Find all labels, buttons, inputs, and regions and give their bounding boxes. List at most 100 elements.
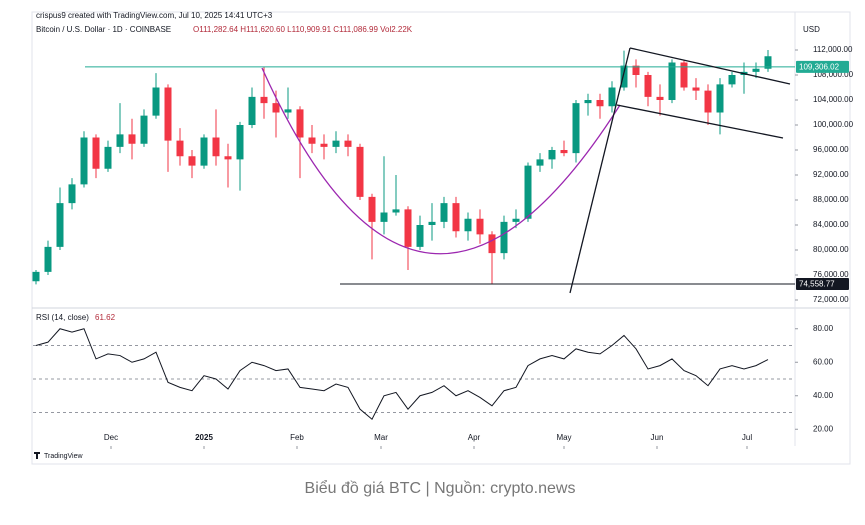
y-tick-label: 96,000.00 [813,145,849,154]
candle-body [500,221,508,254]
candle-body [332,140,340,147]
candle-body [416,225,424,247]
author: crispus9 created with TradingView.com, J… [36,11,273,20]
candle-body [656,96,664,100]
y-tick-label: 108,000.00 [813,70,854,79]
candle-body [56,203,64,247]
candle-body [596,100,604,107]
candle-body [452,203,460,232]
price-label-bg [796,278,849,291]
candle-body [368,196,376,222]
candle-body [272,103,280,113]
y-tick-label: 84,000.00 [813,220,849,229]
candle-body [284,109,292,113]
frame [31,11,851,465]
candle-body [236,125,244,160]
cup-curve [261,67,621,255]
candle-body [512,218,520,222]
candle-body [632,65,640,75]
x-tick-label: May [556,433,571,442]
rsi-title: RSI (14, close) [36,313,89,322]
price-label-bg [796,60,849,73]
symbol: Bitcoin / U.S. Dollar · 1D · COINBASE [36,25,171,34]
candle-body [704,90,712,113]
caption: Biểu đồ giá BTC | Nguồn: crypto.news [305,479,576,497]
candle-body [584,100,592,104]
candle-body [224,156,232,160]
candle-body [428,221,436,225]
rsi-value: 61.62 [95,313,116,322]
candle-body [188,156,196,166]
y-tick-label: 40.00 [813,391,834,400]
y-tick-label: 60.00 [813,357,834,366]
y-tick-label: 80.00 [813,324,834,333]
candle-body [680,62,688,88]
candle-body [392,209,400,213]
candle-body [668,62,676,100]
ohlc: O111,282.64 H111,620.60 L110,909.91 C111… [193,25,413,34]
candle-body [32,271,40,282]
candle-body [344,140,352,147]
y-tick-label: 88,000.00 [813,195,849,204]
y-tick-label: 92,000.00 [813,170,849,179]
x-tick-label: Dec [104,433,118,442]
trend-line [569,47,631,294]
candle-body [548,150,556,160]
x-tick-label: Mar [374,433,388,442]
y-tick-label: 104,000.00 [813,95,854,104]
price-label: 109,306.02 [799,62,840,71]
candle-body [320,143,328,147]
candle-body [356,146,364,197]
y-tick-label: 20.00 [813,424,834,433]
rsi-line [35,328,769,420]
channel-top [629,47,791,85]
candle-body [572,103,580,154]
candle-body [92,137,100,169]
candle-body [296,109,304,138]
candle-body [248,96,256,125]
candle-body [752,68,760,72]
currency: USD [803,25,820,34]
y-tick-label: 112,000.00 [813,45,853,54]
candle-body [404,209,412,247]
candle-body [128,134,136,144]
x-tick-label: Feb [290,433,304,442]
candle-body [764,56,772,69]
candle-body [80,137,88,185]
candle-body [536,159,544,166]
channel-bottom [616,104,784,139]
candle-body [728,75,736,85]
plot: 72,000.00 76,000.00 80,000.00 84,000.00 88,0… [32,45,854,449]
candle-body [260,96,268,104]
candle-body [440,203,448,222]
candle-body [380,212,388,222]
candle-body [476,218,484,235]
candle-body [644,75,652,97]
candle-body [116,134,124,147]
candle-body [140,115,148,144]
candle-body [692,87,700,91]
candle-body [200,137,208,166]
x-tick-label: Jun [651,433,664,442]
candle-body [152,87,160,116]
x-tick-label: Jul [742,433,752,442]
candle-body [68,184,76,204]
candle-body [620,65,628,88]
y-tick-label: 72,000.00 [813,295,849,304]
candle-body [104,146,112,169]
candle-body [176,140,184,157]
brand-logo [34,452,40,459]
candle-body [164,87,172,141]
candle-body [560,150,568,154]
brand: TradingView [44,453,83,460]
y-tick-label: 76,000.00 [813,270,849,279]
candle-body [608,87,616,107]
x-tick-label: Apr [468,433,481,442]
candle-body [716,84,724,113]
candle-body [464,218,472,232]
candle-body [488,234,496,254]
y-tick-label: 100,000.00 [813,120,854,129]
y-tick-label: 80,000.00 [813,245,849,254]
candle-body [308,137,316,144]
